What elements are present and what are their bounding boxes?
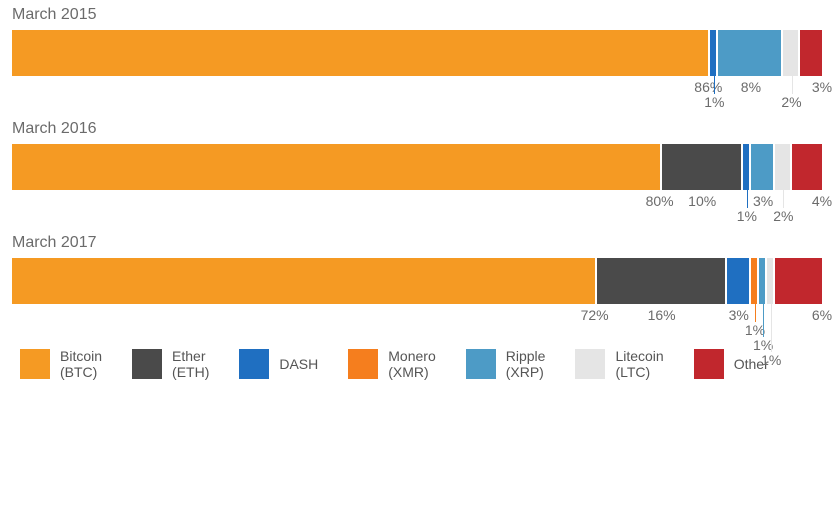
legend-item-btc: Bitcoin(BTC) bbox=[20, 348, 102, 380]
segment-other bbox=[800, 30, 822, 76]
stacked-bar: 72%16%3%1%1%1%6% bbox=[12, 258, 824, 304]
tick-dash bbox=[714, 76, 715, 94]
chart-row: March 2015 86%1%8%2%3% bbox=[12, 6, 824, 76]
legend-swatch bbox=[239, 349, 269, 379]
segment-label: 8% bbox=[741, 79, 761, 95]
chart-row: March 2017 72%16%3%1%1%1%6% bbox=[12, 234, 824, 304]
tick-ltc bbox=[783, 190, 784, 208]
segment-dash bbox=[710, 30, 716, 76]
legend-label: DASH bbox=[279, 356, 318, 372]
segment-btc bbox=[12, 258, 595, 304]
segment-eth bbox=[597, 258, 725, 304]
segment-label: 1% bbox=[704, 94, 724, 110]
segment-dash bbox=[727, 258, 749, 304]
legend-swatch bbox=[132, 349, 162, 379]
legend-label: Litecoin(LTC) bbox=[615, 348, 663, 380]
segment-label: 1% bbox=[737, 208, 757, 224]
segment-xrp bbox=[759, 258, 765, 304]
legend-label: Ether(ETH) bbox=[172, 348, 209, 380]
legend-swatch bbox=[694, 349, 724, 379]
legend-item-eth: Ether(ETH) bbox=[132, 348, 209, 380]
legend: Bitcoin(BTC) Ether(ETH) DASH Monero(XMR) Rip… bbox=[12, 348, 824, 380]
tick-xmr bbox=[755, 304, 756, 322]
segment-label: 1% bbox=[761, 352, 781, 368]
legend-swatch bbox=[575, 349, 605, 379]
segment-ltc bbox=[767, 258, 773, 304]
segment-label: 80% bbox=[646, 193, 674, 209]
legend-item-ltc: Litecoin(LTC) bbox=[575, 348, 663, 380]
segment-label: 72% bbox=[581, 307, 609, 323]
segment-other bbox=[792, 144, 822, 190]
legend-label: Bitcoin(BTC) bbox=[60, 348, 102, 380]
segment-ltc bbox=[783, 30, 797, 76]
segment-label: 3% bbox=[729, 307, 749, 323]
segment-label: 2% bbox=[781, 94, 801, 110]
legend-item-dash: DASH bbox=[239, 348, 318, 380]
row-title: March 2016 bbox=[12, 120, 824, 138]
segment-label: 6% bbox=[812, 307, 832, 323]
segment-btc bbox=[12, 144, 660, 190]
segment-btc bbox=[12, 30, 708, 76]
segment-xmr bbox=[751, 258, 757, 304]
row-title: March 2015 bbox=[12, 6, 824, 24]
tick-xrp bbox=[763, 304, 764, 337]
legend-label: Ripple(XRP) bbox=[506, 348, 546, 380]
legend-item-xmr: Monero(XMR) bbox=[348, 348, 435, 380]
tick-ltc bbox=[771, 304, 772, 352]
segment-label: 4% bbox=[812, 193, 832, 209]
segment-ltc bbox=[775, 144, 789, 190]
row-title: March 2017 bbox=[12, 234, 824, 252]
segment-label: 3% bbox=[812, 79, 832, 95]
legend-swatch bbox=[466, 349, 496, 379]
segment-label: 86% bbox=[694, 79, 722, 95]
legend-item-xrp: Ripple(XRP) bbox=[466, 348, 546, 380]
chart-row: March 2016 80%10%1%3%2%4% bbox=[12, 120, 824, 190]
segment-label: 1% bbox=[745, 322, 765, 338]
stacked-bar: 80%10%1%3%2%4% bbox=[12, 144, 824, 190]
tick-dash bbox=[747, 190, 748, 208]
segment-label: 16% bbox=[648, 307, 676, 323]
segment-eth bbox=[662, 144, 741, 190]
segment-xrp bbox=[718, 30, 781, 76]
segment-label: 2% bbox=[773, 208, 793, 224]
stacked-bar: 86%1%8%2%3% bbox=[12, 30, 824, 76]
segment-xrp bbox=[751, 144, 773, 190]
legend-swatch bbox=[20, 349, 50, 379]
market-share-chart: March 201586%1%8%2%3%March 201680%10%1%3… bbox=[12, 6, 824, 380]
segment-other bbox=[775, 258, 822, 304]
legend-label: Monero(XMR) bbox=[388, 348, 435, 380]
legend-swatch bbox=[348, 349, 378, 379]
tick-ltc bbox=[792, 76, 793, 94]
segment-dash bbox=[743, 144, 749, 190]
segment-label: 1% bbox=[753, 337, 773, 353]
segment-label: 10% bbox=[688, 193, 716, 209]
segment-label: 3% bbox=[753, 193, 773, 209]
